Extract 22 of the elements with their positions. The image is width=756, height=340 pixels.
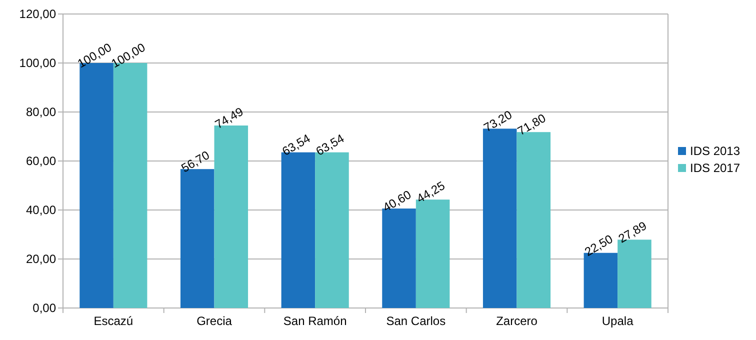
x-tick-label: Upala — [602, 314, 634, 328]
data-label: 40,60 — [380, 187, 414, 215]
bar — [416, 200, 450, 308]
data-label: 71,80 — [515, 110, 548, 138]
x-tick-label: Grecia — [196, 314, 232, 328]
y-tick-label: 120,00 — [19, 7, 56, 22]
y-tick-label: 40,00 — [26, 203, 56, 218]
x-tick-label: Escazú — [94, 314, 134, 328]
y-tick-label: 100,00 — [19, 56, 56, 70]
data-label: 73,20 — [481, 107, 515, 135]
y-tick-label: 60,00 — [26, 154, 56, 168]
legend-label: IDS 2017 — [690, 161, 740, 176]
y-tick-label: 80,00 — [26, 105, 56, 120]
data-label: 44,25 — [414, 178, 448, 206]
x-tick-label: Zarcero — [496, 314, 538, 328]
y-tick-label: 20,00 — [26, 252, 56, 266]
x-tick-label: San Carlos — [386, 314, 446, 328]
bar — [382, 208, 416, 308]
y-tick-label: 0,00 — [32, 301, 56, 316]
x-tick-label: San Ramón — [283, 314, 347, 328]
data-label: 74,49 — [212, 104, 246, 132]
legend-label: IDS 2013 — [690, 144, 740, 158]
